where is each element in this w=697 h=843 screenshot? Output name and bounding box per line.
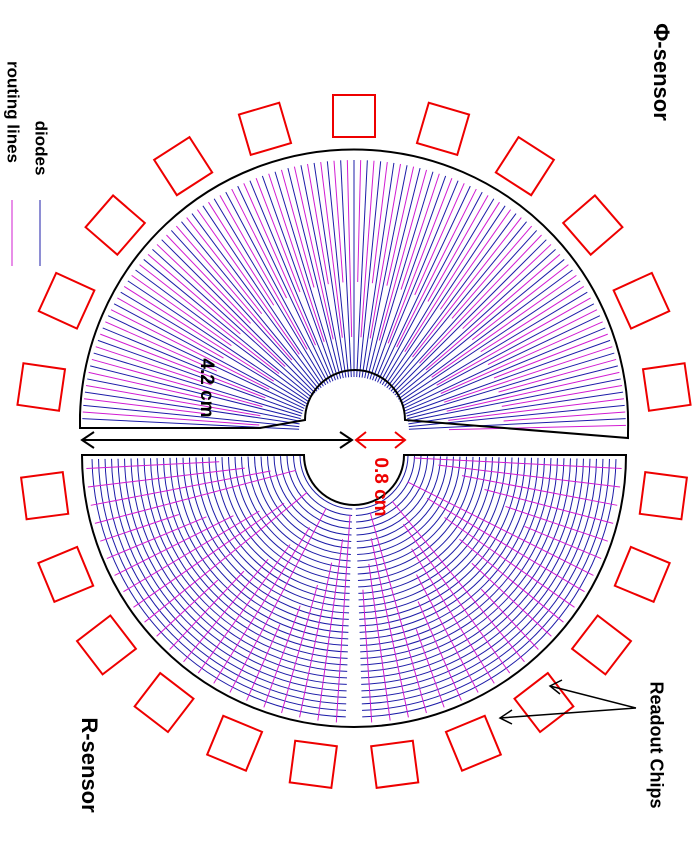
dimension-08 — [356, 432, 405, 448]
diode — [314, 163, 346, 378]
routing-line — [437, 298, 591, 385]
phi-sensor-lines — [82, 160, 626, 430]
r-sensor-lines — [86, 456, 621, 723]
routing-line — [525, 526, 602, 558]
routing-line — [363, 590, 372, 723]
legend: diodes routing lines — [4, 61, 51, 266]
routing-line — [86, 462, 219, 469]
diode — [359, 161, 380, 377]
diode — [362, 163, 394, 378]
routing-line — [417, 575, 479, 693]
diode — [83, 405, 299, 426]
legend-label: routing lines — [4, 61, 23, 163]
diode — [300, 456, 352, 509]
chip — [614, 273, 670, 329]
chip — [135, 673, 194, 732]
diode — [408, 392, 623, 424]
diode — [398, 270, 572, 399]
diode — [85, 392, 300, 424]
routing-line — [247, 624, 280, 700]
diode — [387, 214, 516, 388]
diode — [401, 292, 587, 404]
r-sensor-label: R-sensor — [77, 717, 102, 813]
diode — [287, 456, 352, 522]
routing-line — [370, 164, 400, 338]
chip — [154, 137, 212, 195]
routing-line — [472, 265, 568, 340]
chip — [563, 195, 622, 254]
diode — [268, 456, 352, 541]
routing-line — [358, 160, 361, 282]
chip — [514, 673, 573, 732]
chip — [371, 741, 418, 788]
legend-label: diodes — [32, 121, 51, 176]
routing-line — [88, 468, 245, 487]
routing-line — [472, 563, 552, 636]
phi-sensor-label: Φ-sensor — [649, 23, 674, 121]
diode — [382, 199, 494, 385]
routing-line — [86, 385, 260, 415]
sensor-diagram: Φ-sensor R-sensor 4.2 cm 0.8 cm Readout … — [0, 0, 697, 838]
chip — [38, 547, 93, 602]
routing-line — [452, 226, 532, 318]
chip — [207, 716, 262, 771]
dimension-42 — [82, 432, 352, 448]
page: {"labels": {"phi_sensor": "Φ-sensor", "r… — [0, 0, 697, 838]
readout-chips-label: Readout Chips — [646, 681, 666, 808]
r-outline — [82, 455, 626, 727]
routing-line — [198, 545, 290, 674]
routing-line — [307, 164, 328, 284]
routing-line — [408, 482, 594, 575]
chip — [446, 716, 501, 771]
diode — [214, 199, 326, 385]
chip — [17, 363, 65, 411]
chip — [86, 195, 145, 254]
chip — [239, 103, 291, 155]
diode — [357, 456, 434, 535]
chip — [290, 741, 337, 788]
diode — [281, 456, 352, 528]
arrow-lines — [500, 686, 636, 718]
routing-line — [132, 275, 232, 345]
chip — [496, 137, 554, 195]
routing-line — [133, 503, 284, 607]
diode — [274, 456, 351, 535]
chip — [572, 615, 631, 674]
chip-arrows — [500, 680, 636, 724]
chip — [417, 103, 469, 155]
outer-radius-label: 4.2 cm — [196, 358, 217, 417]
routing-line — [502, 385, 622, 406]
routing-line — [148, 254, 240, 334]
chip — [333, 95, 375, 137]
chip — [77, 615, 136, 674]
routing-line — [256, 178, 300, 292]
chip — [39, 273, 95, 329]
diode — [136, 270, 310, 399]
chip — [640, 472, 687, 519]
routing-line — [220, 195, 307, 349]
chip — [21, 472, 68, 519]
routing-line — [494, 334, 608, 378]
diode — [327, 161, 348, 377]
chip — [643, 363, 691, 411]
routing-line — [440, 210, 510, 310]
inner-radius-label: 0.8 cm — [370, 457, 391, 516]
routing-line — [187, 218, 262, 314]
chip — [615, 547, 670, 602]
